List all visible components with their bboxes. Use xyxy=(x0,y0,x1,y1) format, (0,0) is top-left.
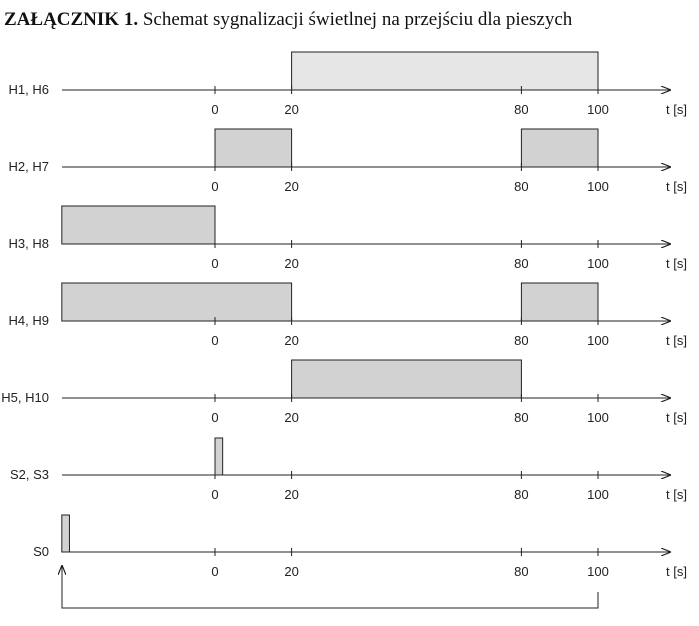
tick-label: 100 xyxy=(587,487,609,502)
tick-label: 80 xyxy=(514,333,528,348)
tick-label: 20 xyxy=(284,564,298,579)
page-title: ZAŁĄCZNIK 1. Schemat sygnalizacji świetl… xyxy=(4,9,572,31)
row-label: H3, H8 xyxy=(9,236,49,251)
tick-label: 100 xyxy=(587,410,609,425)
axis-unit-label: t [s] xyxy=(666,410,687,425)
tick-label: 0 xyxy=(211,333,218,348)
tick-label: 80 xyxy=(514,179,528,194)
tick-label: 100 xyxy=(587,564,609,579)
axis-unit-label: t [s] xyxy=(666,333,687,348)
axis-unit-label: t [s] xyxy=(666,102,687,117)
row-label: H4, H9 xyxy=(9,313,49,328)
tick-label: 100 xyxy=(587,333,609,348)
signal-block xyxy=(214,437,224,476)
signal-row-1: H2, H7 0 20 80 100 t [s] xyxy=(9,128,687,194)
tick-label: 20 xyxy=(284,487,298,502)
tick-label: 0 xyxy=(211,487,218,502)
tick-label: 100 xyxy=(587,256,609,271)
tick-label: 0 xyxy=(211,410,218,425)
tick-label: 80 xyxy=(514,410,528,425)
signal-row-4: H5, H10 0 20 80 100 t [s] xyxy=(1,359,687,425)
signal-block xyxy=(214,128,293,168)
tick-label: 100 xyxy=(587,102,609,117)
signal-block xyxy=(291,51,599,91)
signal-row-2: H3, H8 0 20 80 100 t [s] xyxy=(9,205,687,271)
tick-label: 80 xyxy=(514,102,528,117)
tick-label: 20 xyxy=(284,102,298,117)
signal-block xyxy=(61,205,216,245)
tick-label: 0 xyxy=(211,102,218,117)
tick-label: 80 xyxy=(514,564,528,579)
title-text: Schemat sygnalizacji świetlnej na przejś… xyxy=(138,9,573,30)
signal-block xyxy=(61,282,293,322)
tick-label: 20 xyxy=(284,179,298,194)
axis-unit-label: t [s] xyxy=(666,256,687,271)
cycle-feedback-arrow xyxy=(62,566,599,609)
signal-row-3: H4, H9 0 20 80 100 t [s] xyxy=(9,282,687,348)
row-label: H2, H7 xyxy=(9,159,49,174)
row-label: H5, H10 xyxy=(1,390,49,405)
signal-block xyxy=(520,128,599,168)
signal-row-5: S2, S3 0 20 80 100 t [s] xyxy=(10,437,687,502)
axis-unit-label: t [s] xyxy=(666,564,687,579)
tick-label: 20 xyxy=(284,410,298,425)
signal-block xyxy=(520,282,599,322)
tick-label: 0 xyxy=(211,179,218,194)
signal-block xyxy=(61,514,70,553)
signal-block xyxy=(291,359,522,399)
tick-label: 0 xyxy=(211,564,218,579)
tick-label: 100 xyxy=(587,179,609,194)
tick-label: 80 xyxy=(514,256,528,271)
title-bold: ZAŁĄCZNIK 1. xyxy=(4,9,139,30)
row-label: H1, H6 xyxy=(9,82,49,97)
tick-label: 0 xyxy=(211,256,218,271)
axis-unit-label: t [s] xyxy=(666,179,687,194)
axis-unit-label: t [s] xyxy=(666,487,687,502)
signal-row-6: S0 0 20 80 100 t [s] xyxy=(33,514,687,609)
row-label: S0 xyxy=(33,544,49,559)
tick-label: 20 xyxy=(284,333,298,348)
tick-label: 80 xyxy=(514,487,528,502)
tick-label: 20 xyxy=(284,256,298,271)
row-label: S2, S3 xyxy=(10,467,49,482)
signal-row-0: H1, H6 0 20 80 100 t [s] xyxy=(9,51,687,117)
